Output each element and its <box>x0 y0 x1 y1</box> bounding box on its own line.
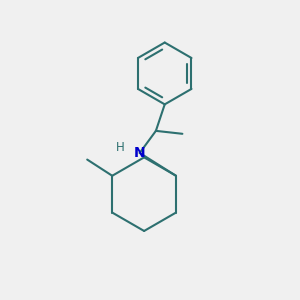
Text: N: N <box>134 146 146 160</box>
Text: H: H <box>116 141 125 154</box>
